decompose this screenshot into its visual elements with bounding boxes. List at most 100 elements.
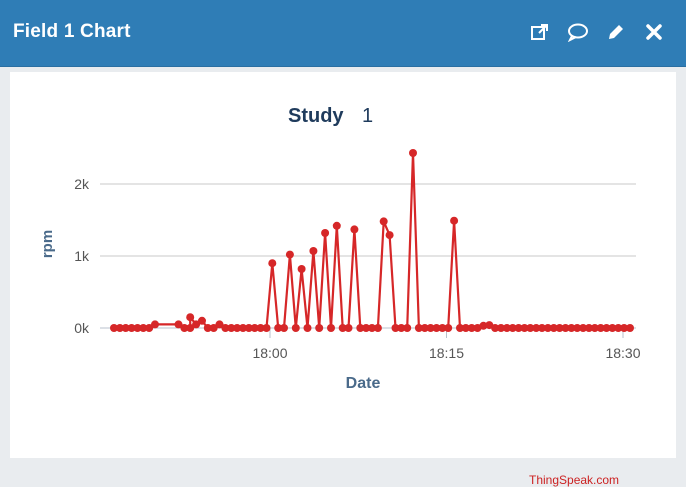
data-point[interactable]: [508, 324, 517, 332]
data-point[interactable]: [502, 324, 511, 332]
data-point[interactable]: [590, 324, 599, 332]
data-point[interactable]: [244, 324, 253, 332]
data-point[interactable]: [526, 324, 535, 332]
data-point[interactable]: [567, 324, 576, 332]
data-point[interactable]: [420, 324, 429, 332]
data-point[interactable]: [285, 250, 294, 259]
data-point[interactable]: [379, 217, 388, 226]
external-link-icon[interactable]: [528, 20, 552, 44]
data-point[interactable]: [456, 324, 464, 332]
data-point[interactable]: [414, 324, 423, 332]
pencil-icon[interactable]: [604, 20, 628, 44]
data-point[interactable]: [391, 324, 400, 332]
data-point[interactable]: [555, 324, 564, 332]
data-point[interactable]: [315, 324, 324, 332]
data-point[interactable]: [233, 324, 242, 332]
data-point[interactable]: [280, 324, 288, 332]
data-point[interactable]: [327, 324, 335, 332]
data-point[interactable]: [338, 324, 347, 332]
data-point[interactable]: [626, 324, 634, 332]
data-point[interactable]: [239, 324, 247, 332]
data-point[interactable]: [514, 324, 523, 332]
x-tick-labels: 18:00 18:15 18:30: [252, 328, 641, 361]
data-point[interactable]: [209, 324, 218, 332]
data-point[interactable]: [250, 324, 259, 332]
data-point[interactable]: [274, 324, 283, 332]
data-point[interactable]: [596, 324, 605, 332]
data-point[interactable]: [291, 324, 300, 332]
data-point[interactable]: [203, 324, 212, 332]
data-point[interactable]: [221, 324, 230, 332]
data-point[interactable]: [368, 324, 376, 332]
data-point[interactable]: [479, 321, 488, 330]
close-icon[interactable]: [642, 20, 666, 44]
data-point[interactable]: [198, 316, 206, 325]
series-line: [114, 151, 630, 330]
data-point[interactable]: [115, 324, 124, 332]
data-point[interactable]: [450, 216, 459, 225]
data-point[interactable]: [467, 324, 476, 332]
y-tick-labels: 0k 1k 2k: [74, 176, 90, 336]
data-point[interactable]: [332, 221, 341, 230]
data-point[interactable]: [608, 324, 617, 332]
data-point[interactable]: [297, 265, 306, 273]
data-point[interactable]: [520, 324, 529, 332]
data-point[interactable]: [620, 324, 629, 332]
data-point[interactable]: [133, 324, 142, 332]
chart-svg: Study 1 0k 1k 2k 18:00 18:15 18:30 rpm Date: [39, 105, 641, 392]
data-point[interactable]: [309, 247, 318, 255]
data-point[interactable]: [461, 324, 470, 332]
data-point[interactable]: [579, 324, 588, 332]
comment-icon[interactable]: [566, 20, 590, 44]
data-point[interactable]: [350, 225, 359, 234]
data-point[interactable]: [432, 324, 441, 332]
widget-header: Field 1 Chart: [0, 0, 686, 67]
data-point[interactable]: [186, 313, 195, 322]
chart-body: Study 1 0k 1k 2k 18:00 18:15 18:30 rpm Date …: [10, 72, 676, 487]
data-point[interactable]: [385, 231, 394, 240]
data-point[interactable]: [303, 324, 312, 332]
data-point[interactable]: [321, 229, 330, 237]
data-point[interactable]: [127, 324, 136, 332]
data-point[interactable]: [614, 324, 623, 332]
data-point[interactable]: [215, 320, 224, 329]
data-point[interactable]: [151, 320, 159, 329]
data-point[interactable]: [543, 324, 552, 332]
data-point[interactable]: [491, 324, 500, 332]
x-tick-label: 18:15: [429, 345, 464, 361]
thingspeak-credit-link[interactable]: ThingSpeak.com: [529, 473, 620, 487]
data-point[interactable]: [549, 324, 558, 332]
data-point[interactable]: [174, 320, 183, 329]
data-point[interactable]: [532, 324, 541, 332]
data-point[interactable]: [561, 324, 570, 332]
widget-title: Field 1 Chart: [13, 21, 131, 42]
data-point[interactable]: [344, 324, 353, 332]
data-point[interactable]: [121, 324, 130, 332]
data-point[interactable]: [268, 259, 277, 268]
data-point[interactable]: [397, 324, 406, 332]
data-point[interactable]: [438, 324, 447, 332]
data-point[interactable]: [256, 324, 265, 332]
data-point[interactable]: [409, 149, 417, 157]
chart-title-number: 1: [362, 105, 373, 127]
data-point[interactable]: [373, 324, 382, 332]
data-point[interactable]: [139, 324, 148, 332]
data-point[interactable]: [186, 324, 195, 332]
data-point[interactable]: [538, 324, 546, 332]
data-point[interactable]: [180, 324, 189, 332]
data-point[interactable]: [426, 324, 435, 332]
data-point[interactable]: [444, 324, 453, 332]
data-point[interactable]: [362, 324, 371, 332]
data-point[interactable]: [145, 324, 154, 332]
data-point[interactable]: [602, 324, 611, 332]
data-point[interactable]: [110, 324, 118, 332]
data-point[interactable]: [585, 324, 593, 332]
data-point[interactable]: [573, 324, 582, 332]
data-point[interactable]: [262, 324, 271, 332]
data-point[interactable]: [192, 320, 201, 329]
data-point[interactable]: [227, 324, 236, 332]
data-point[interactable]: [403, 324, 412, 332]
data-point[interactable]: [497, 324, 505, 332]
data-point[interactable]: [356, 324, 365, 332]
